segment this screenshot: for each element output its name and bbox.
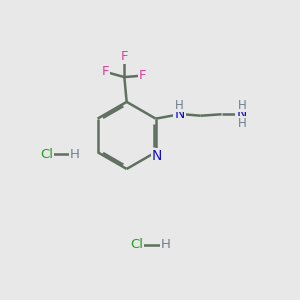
Text: Cl: Cl <box>130 238 143 251</box>
Text: Cl: Cl <box>40 148 53 161</box>
Text: F: F <box>121 50 128 63</box>
Text: N: N <box>152 149 162 163</box>
Text: N: N <box>236 107 247 121</box>
Text: H: H <box>175 99 183 112</box>
Text: H: H <box>238 99 247 112</box>
Text: H: H <box>70 148 80 161</box>
Text: H: H <box>160 238 170 251</box>
Text: F: F <box>139 69 146 82</box>
Text: H: H <box>238 116 247 130</box>
Text: F: F <box>102 65 109 78</box>
Text: N: N <box>174 107 185 121</box>
